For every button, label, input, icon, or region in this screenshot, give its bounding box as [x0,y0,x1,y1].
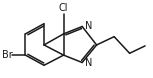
Text: Br: Br [2,50,13,60]
Text: Cl: Cl [59,3,68,13]
Text: N: N [85,58,92,68]
Text: N: N [85,21,92,31]
